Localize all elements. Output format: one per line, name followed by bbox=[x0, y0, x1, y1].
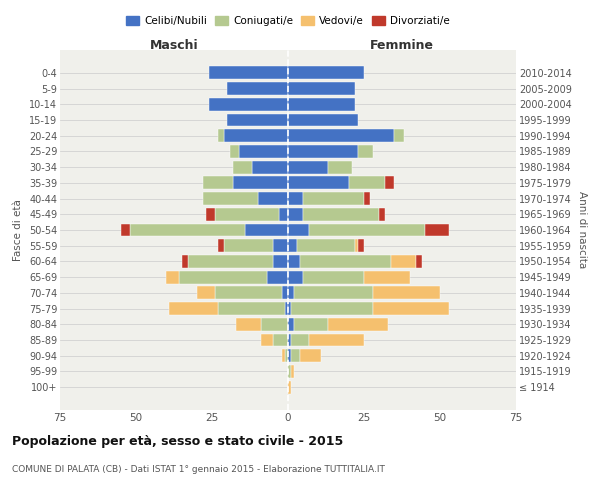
Bar bbox=[239, 145, 288, 158]
Bar bbox=[121, 224, 130, 236]
Bar bbox=[179, 270, 267, 283]
Bar bbox=[260, 334, 273, 346]
Bar bbox=[391, 255, 416, 268]
Bar bbox=[294, 286, 373, 300]
Bar bbox=[291, 350, 300, 362]
Bar bbox=[288, 98, 355, 110]
Bar bbox=[215, 208, 279, 220]
Bar bbox=[282, 286, 288, 300]
Bar bbox=[309, 334, 364, 346]
Bar bbox=[349, 176, 385, 190]
Bar bbox=[169, 302, 218, 315]
Bar bbox=[294, 318, 328, 331]
Bar bbox=[355, 240, 358, 252]
Bar bbox=[288, 176, 349, 190]
Bar bbox=[373, 302, 449, 315]
Bar bbox=[303, 270, 364, 283]
Bar bbox=[288, 129, 394, 142]
Legend: Celibi/Nubili, Coniugati/e, Vedovi/e, Divorziati/e: Celibi/Nubili, Coniugati/e, Vedovi/e, Di… bbox=[122, 12, 454, 30]
Bar bbox=[416, 255, 422, 268]
Bar bbox=[297, 240, 355, 252]
Bar bbox=[309, 224, 425, 236]
Bar bbox=[166, 270, 179, 283]
Bar bbox=[182, 255, 188, 268]
Y-axis label: Anni di nascita: Anni di nascita bbox=[577, 192, 587, 268]
Bar bbox=[279, 208, 288, 220]
Bar bbox=[285, 302, 288, 315]
Bar bbox=[273, 334, 288, 346]
Bar bbox=[209, 98, 288, 110]
Bar bbox=[328, 160, 352, 173]
Text: Popolazione per età, sesso e stato civile - 2015: Popolazione per età, sesso e stato civil… bbox=[12, 435, 343, 448]
Bar bbox=[203, 176, 233, 190]
Bar bbox=[282, 350, 285, 362]
Bar bbox=[288, 255, 300, 268]
Text: Femmine: Femmine bbox=[370, 40, 434, 52]
Bar bbox=[379, 208, 385, 220]
Bar bbox=[233, 176, 288, 190]
Bar bbox=[218, 240, 224, 252]
Bar bbox=[273, 255, 288, 268]
Bar bbox=[288, 240, 297, 252]
Bar bbox=[328, 318, 388, 331]
Bar bbox=[224, 240, 273, 252]
Bar bbox=[291, 365, 294, 378]
Bar bbox=[288, 160, 328, 173]
Bar bbox=[197, 286, 215, 300]
Bar bbox=[358, 145, 373, 158]
Bar bbox=[373, 286, 440, 300]
Bar bbox=[291, 302, 373, 315]
Bar bbox=[203, 192, 257, 205]
Bar bbox=[385, 176, 394, 190]
Bar bbox=[288, 302, 291, 315]
Bar bbox=[218, 129, 224, 142]
Bar bbox=[288, 66, 364, 80]
Bar bbox=[288, 270, 303, 283]
Bar bbox=[288, 82, 355, 95]
Bar bbox=[130, 224, 245, 236]
Bar bbox=[300, 350, 322, 362]
Bar bbox=[394, 129, 404, 142]
Bar bbox=[227, 82, 288, 95]
Bar bbox=[257, 192, 288, 205]
Bar bbox=[288, 334, 291, 346]
Bar bbox=[206, 208, 215, 220]
Bar bbox=[291, 334, 309, 346]
Bar bbox=[215, 286, 282, 300]
Bar bbox=[288, 114, 358, 126]
Y-axis label: Fasce di età: Fasce di età bbox=[13, 199, 23, 261]
Bar bbox=[218, 302, 285, 315]
Bar bbox=[358, 240, 364, 252]
Bar bbox=[288, 208, 303, 220]
Bar bbox=[285, 350, 288, 362]
Bar bbox=[364, 192, 370, 205]
Bar bbox=[236, 318, 260, 331]
Bar bbox=[288, 318, 294, 331]
Bar bbox=[233, 160, 251, 173]
Bar bbox=[188, 255, 273, 268]
Bar bbox=[230, 145, 239, 158]
Bar bbox=[300, 255, 391, 268]
Bar bbox=[364, 270, 410, 283]
Bar bbox=[209, 66, 288, 80]
Bar bbox=[267, 270, 288, 283]
Bar bbox=[224, 129, 288, 142]
Bar bbox=[260, 318, 288, 331]
Bar bbox=[288, 365, 291, 378]
Bar bbox=[245, 224, 288, 236]
Bar bbox=[303, 192, 364, 205]
Bar bbox=[288, 224, 309, 236]
Bar bbox=[303, 208, 379, 220]
Bar bbox=[288, 145, 358, 158]
Bar bbox=[288, 380, 291, 394]
Text: COMUNE DI PALATA (CB) - Dati ISTAT 1° gennaio 2015 - Elaborazione TUTTITALIA.IT: COMUNE DI PALATA (CB) - Dati ISTAT 1° ge… bbox=[12, 465, 385, 474]
Bar bbox=[288, 192, 303, 205]
Bar bbox=[251, 160, 288, 173]
Bar bbox=[227, 114, 288, 126]
Text: Maschi: Maschi bbox=[149, 40, 199, 52]
Bar bbox=[288, 350, 291, 362]
Bar bbox=[425, 224, 449, 236]
Bar bbox=[288, 286, 294, 300]
Bar bbox=[273, 240, 288, 252]
